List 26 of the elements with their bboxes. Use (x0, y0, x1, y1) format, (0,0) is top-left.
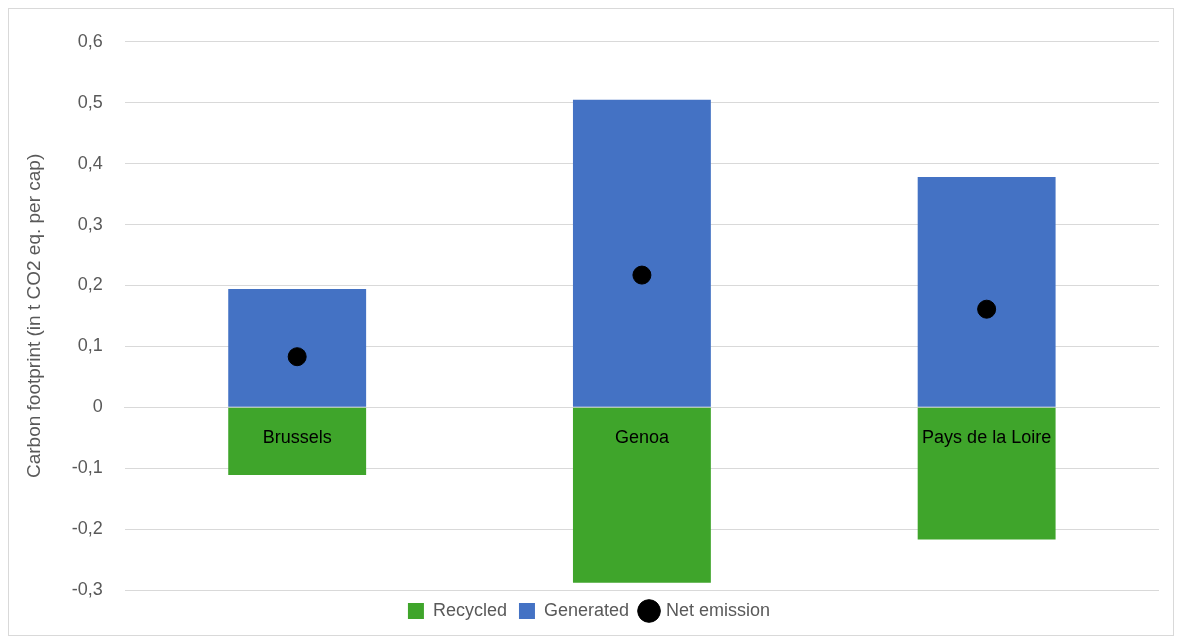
bar (228, 289, 367, 407)
point (287, 347, 307, 367)
x-tick-label: Brussels (262, 427, 332, 448)
y-tick-label: 0,3 (77, 213, 103, 234)
legend-label: Generated (543, 599, 630, 620)
x-tick-label: Pays de la Loire (922, 427, 1052, 448)
bar (917, 407, 1056, 540)
y-tick-label: 0 (92, 396, 103, 417)
point (977, 299, 997, 319)
legend-label: Recycled (432, 599, 507, 620)
y-tick-label: 0,6 (77, 30, 103, 51)
y-tick-label: 0,2 (77, 274, 103, 295)
y-tick-label: 0,4 (77, 152, 103, 173)
bar (572, 99, 711, 407)
bar (917, 177, 1056, 407)
y-tick-label: -0,1 (71, 457, 103, 478)
x-tick-label: Genoa (614, 427, 670, 448)
y-tick-label: 0,5 (77, 91, 103, 112)
legend-label: Net emission (666, 599, 771, 620)
bar (572, 407, 711, 583)
bar (228, 407, 367, 475)
y-tick-label: -0,3 (71, 578, 103, 599)
point (632, 265, 652, 285)
y-tick-label: 0,1 (77, 335, 103, 356)
y-axis-title: Carbon footprint (in t CO2 eq. per cap) (22, 153, 44, 479)
y-tick-label: -0,2 (71, 518, 103, 539)
